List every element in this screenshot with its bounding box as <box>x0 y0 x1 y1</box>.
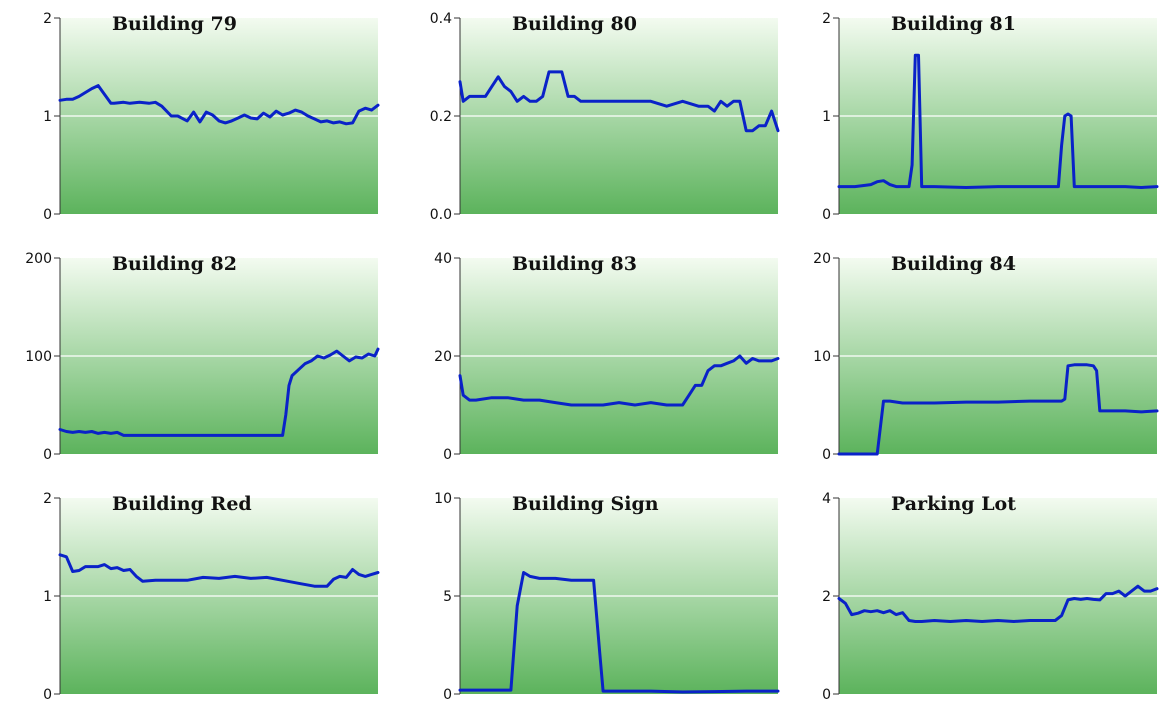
y-tick-label: 200 <box>25 251 52 267</box>
series-line <box>837 53 1159 189</box>
chart-svg: 0 1 2 Building 81 <box>822 11 1159 223</box>
chart-panel-building-83: 0 20 40 Building 83 <box>400 240 790 476</box>
y-tick-label: 0 <box>443 687 452 703</box>
series-line <box>58 347 380 437</box>
chart-panel-building-80: 0.0 0.2 0.4 Building 80 <box>400 0 790 236</box>
y-tick-label: 20 <box>813 251 831 267</box>
y-tick-label: 1 <box>43 589 52 605</box>
y-tick-label: 2 <box>43 491 52 507</box>
series-line <box>458 571 780 694</box>
chart-panel-building-82: 0 100 200 Building 82 <box>0 240 390 476</box>
y-tick-label: 0 <box>43 207 52 223</box>
chart-title: Building 82 <box>112 253 237 275</box>
chart-title: Building Red <box>112 493 252 515</box>
series-line <box>58 553 380 588</box>
series-line <box>837 363 1159 456</box>
chart-svg: 0.0 0.2 0.4 Building 80 <box>430 11 780 223</box>
y-tick-label: 2 <box>822 11 831 27</box>
chart-panel-building-81: 0 1 2 Building 81 <box>779 0 1169 236</box>
y-tick-label: 0.0 <box>430 207 452 223</box>
y-tick-label: 1 <box>43 109 52 125</box>
y-tick-label: 0 <box>443 447 452 463</box>
y-tick-label: 20 <box>434 349 452 365</box>
y-tick-label: 1 <box>822 109 831 125</box>
series-line <box>837 584 1159 623</box>
chart-title: Building 80 <box>512 13 637 35</box>
chart-svg: 0 1 2 Building 79 <box>43 11 380 223</box>
y-tick-label: 0.4 <box>430 11 452 27</box>
chart-svg: 0 10 20 Building 84 <box>813 251 1159 463</box>
chart-title: Building 83 <box>512 253 637 275</box>
chart-panel-parking-lot: 0 2 4 Parking Lot <box>779 480 1169 716</box>
y-tick-label: 0 <box>43 447 52 463</box>
chart-panel-building-84: 0 10 20 Building 84 <box>779 240 1169 476</box>
y-tick-label: 10 <box>813 349 831 365</box>
chart-title: Parking Lot <box>891 493 1016 515</box>
y-tick-label: 4 <box>822 491 831 507</box>
y-tick-label: 40 <box>434 251 452 267</box>
chart-title: Building 79 <box>112 13 237 35</box>
chart-svg: 0 2 4 Parking Lot <box>822 491 1159 703</box>
y-tick-label: 5 <box>443 589 452 605</box>
y-tick-label: 100 <box>25 349 52 365</box>
chart-svg: 0 5 10 Building Sign <box>434 491 780 703</box>
chart-panel-building-red: 0 1 2 Building Red <box>0 480 390 716</box>
chart-title: Building 81 <box>891 13 1016 35</box>
chart-svg: 0 20 40 Building 83 <box>434 251 780 463</box>
y-tick-label: 0.2 <box>430 109 452 125</box>
series-line <box>458 70 780 133</box>
y-tick-label: 0 <box>822 687 831 703</box>
series-line <box>58 84 380 126</box>
chart-panel-building-79: 0 1 2 Building 79 <box>0 0 390 236</box>
chart-svg: 0 1 2 Building Red <box>43 491 380 703</box>
y-tick-label: 0 <box>43 687 52 703</box>
chart-panel-building-sign: 0 5 10 Building Sign <box>400 480 790 716</box>
series-line <box>458 354 780 407</box>
y-tick-label: 0 <box>822 207 831 223</box>
chart-title: Building 84 <box>891 253 1016 275</box>
y-tick-label: 0 <box>822 447 831 463</box>
y-tick-label: 10 <box>434 491 452 507</box>
chart-svg: 0 100 200 Building 82 <box>25 251 380 463</box>
chart-title: Building Sign <box>512 493 659 515</box>
y-tick-label: 2 <box>43 11 52 27</box>
y-tick-label: 2 <box>822 589 831 605</box>
